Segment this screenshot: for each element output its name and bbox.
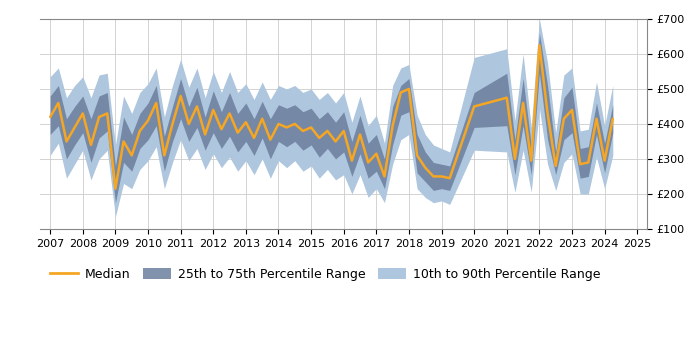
Legend: Median, 25th to 75th Percentile Range, 10th to 90th Percentile Range: Median, 25th to 75th Percentile Range, 1… — [45, 262, 606, 286]
Median — [46, 115, 55, 119]
Median — [176, 94, 185, 98]
Median — [592, 117, 601, 121]
Median — [274, 122, 283, 126]
Line: Median: Median — [50, 45, 612, 189]
Median — [536, 43, 544, 47]
Median — [323, 129, 332, 133]
Median — [608, 117, 617, 121]
Median — [209, 108, 218, 112]
Median — [111, 187, 120, 191]
Median — [552, 164, 560, 168]
